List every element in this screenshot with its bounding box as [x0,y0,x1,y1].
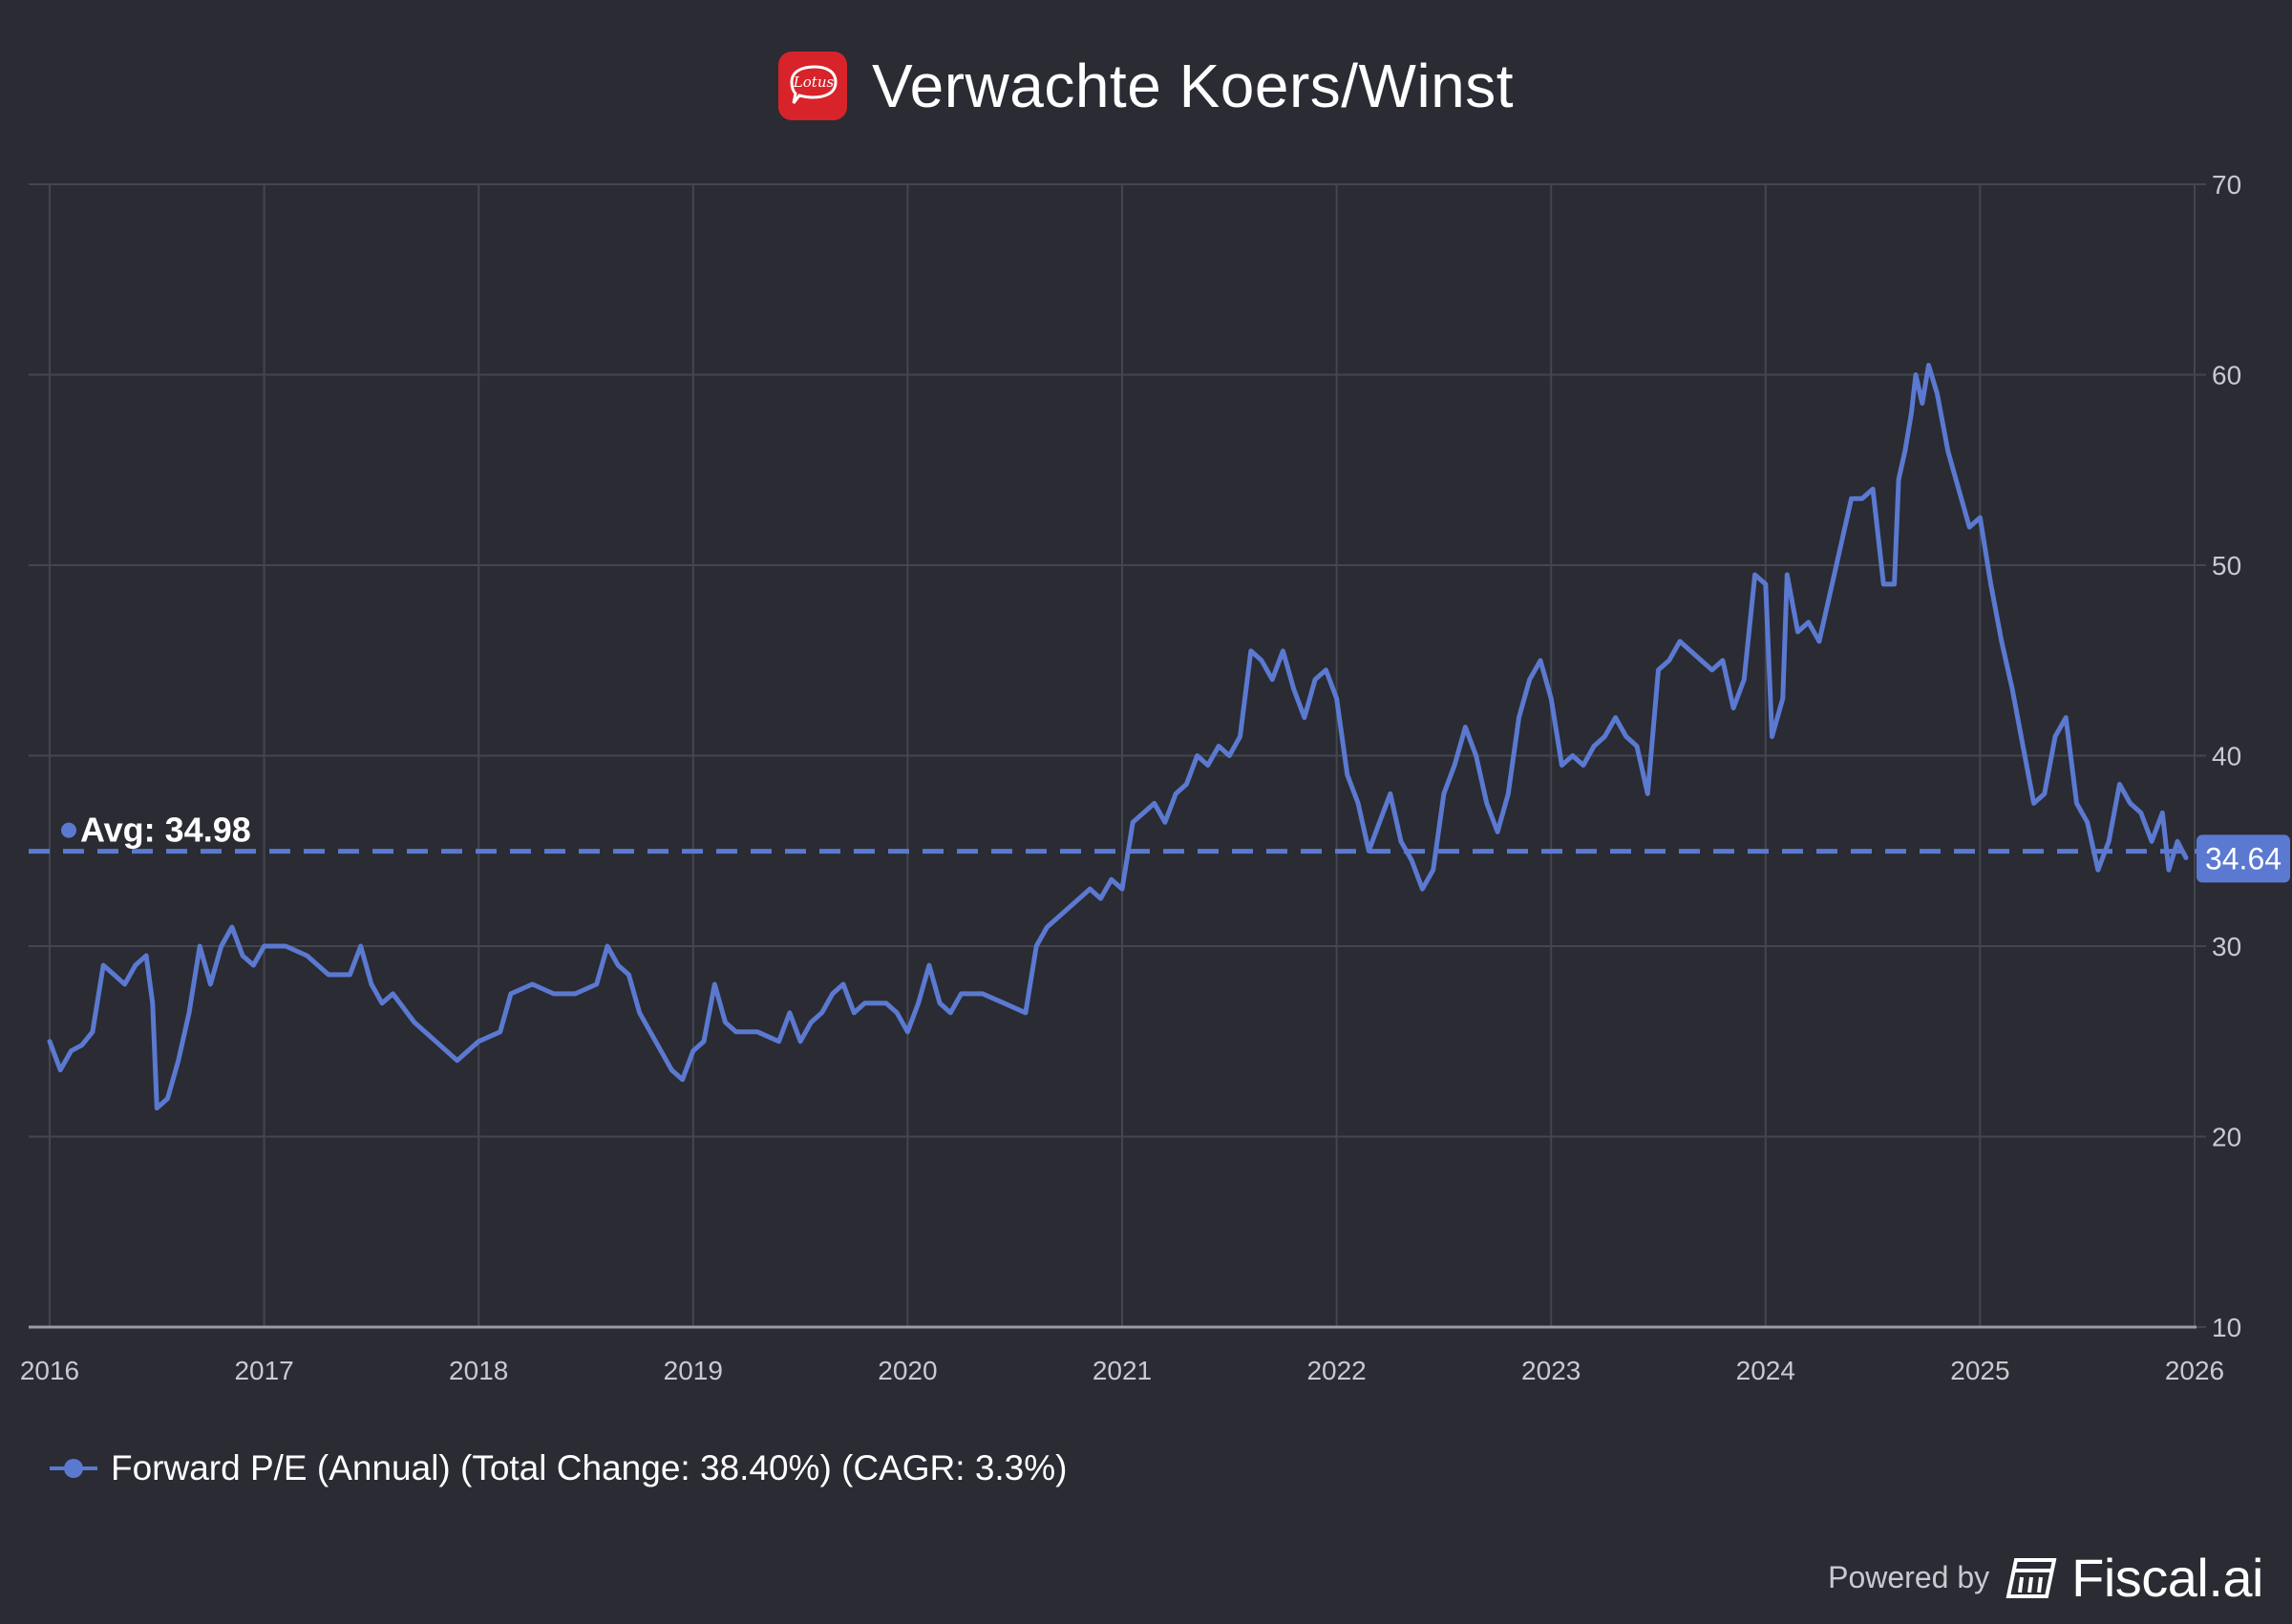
fiscal-brand: Fiscal.ai [2071,1548,2263,1608]
chart-header: Lotus Verwachte Koers/Winst [0,38,2292,134]
y-tick-label: 50 [2212,551,2241,580]
x-tick-label: 2022 [1306,1356,1366,1385]
series-line [47,363,2189,1111]
y-tick-label: 10 [2212,1313,2241,1342]
chart-title: Verwachte Koers/Winst [871,52,1515,120]
x-tick-label: 2026 [2165,1356,2224,1385]
lotus-logo-icon: Lotus [777,52,847,120]
x-tick-label: 2017 [234,1356,293,1385]
svg-text:Lotus: Lotus [793,74,835,91]
y-tick-label: 60 [2212,361,2241,390]
last-value-badge [2196,834,2290,883]
x-tick-label: 2021 [1093,1356,1152,1385]
legend[interactable]: Forward P/E (Annual) (Total Change: 38.4… [50,1442,1067,1495]
y-tick-label: 40 [2212,742,2241,771]
x-tick-label: 2020 [878,1356,937,1385]
x-tick-label: 2019 [664,1356,723,1385]
y-tick-label: 30 [2212,932,2241,961]
powered-by-text: Powered by [1828,1560,1990,1594]
footer: Powered by Fiscal.ai [1828,1542,2263,1613]
legend-label: Forward P/E (Annual) (Total Change: 38.4… [111,1448,1068,1487]
y-tick-label: 70 [2212,170,2241,200]
last-value-label: 34.64 [2205,841,2281,875]
x-tick-label: 2018 [449,1356,508,1385]
average-marker [61,822,76,838]
average-label: Avg: 34.98 [80,811,251,850]
x-tick-label: 2025 [1950,1356,2009,1385]
y-tick-label: 20 [2212,1123,2241,1152]
fiscal-logo-icon [2006,1557,2057,1598]
x-tick-label: 2024 [1736,1356,1795,1385]
legend-marker-icon [50,1454,97,1483]
lotus-logo-mark: Lotus [790,65,838,104]
x-tick-label: 2023 [1521,1356,1581,1385]
x-tick-label: 2016 [20,1356,79,1385]
